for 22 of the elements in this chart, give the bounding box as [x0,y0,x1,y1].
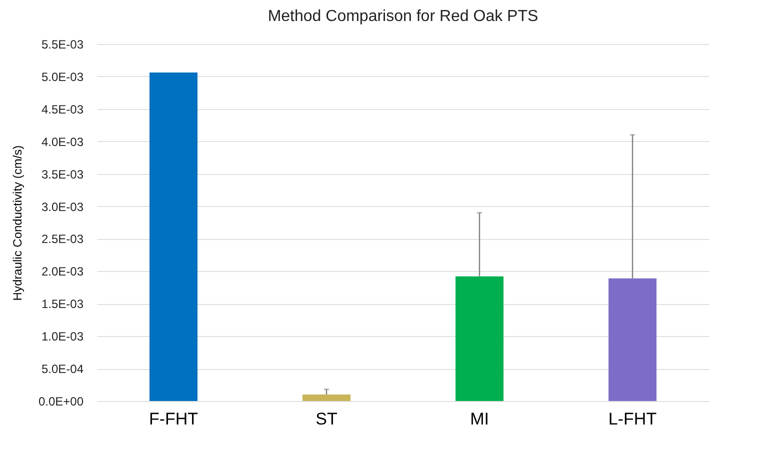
y-tick-label: 2.0E-03 [41,264,84,279]
y-tick-label: 1.0E-03 [41,330,84,344]
y-tick-label: 5.0E-03 [41,70,84,84]
y-tick-label: 3.5E-03 [41,167,84,182]
y-tick-label: 1.5E-03 [41,297,84,312]
x-tick-label: L-FHT [608,410,657,428]
x-tick-label: ST [316,410,338,428]
y-tick-label: 4.5E-03 [41,102,84,116]
y-tick-label: 3.0E-03 [41,200,84,214]
x-tick-label: MI [470,410,489,428]
bar [456,276,504,401]
bar [302,394,350,401]
bar [150,72,198,401]
x-tick-label: F-FHT [148,410,198,428]
y-tick-label: 2.5E-03 [41,232,84,246]
y-tick-label: 0.0E+00 [38,394,84,408]
y-tick-label: 4.0E-03 [41,134,84,149]
bar [608,278,656,401]
chart-title: Method Comparison for Red Oak PTS [268,8,538,25]
y-axis-title: Hydraulic Conductivity (cm/s) [10,145,24,301]
y-tick-label: 5.0E-04 [41,362,84,376]
y-tick-label: 5.5E-03 [41,38,84,52]
